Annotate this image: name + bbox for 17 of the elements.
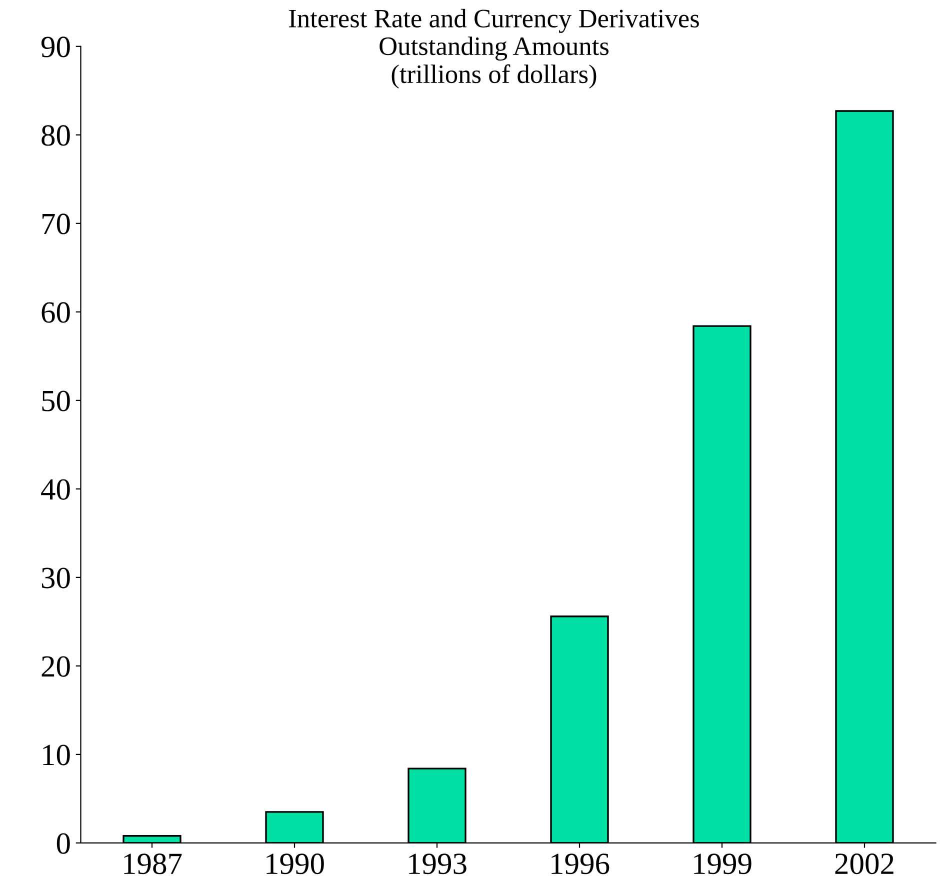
y-tick-label: 90 [41,36,70,58]
x-tick-label: 1993 [409,854,466,874]
y-tick-label: 50 [42,390,70,412]
y-tick-label: 30 [42,568,70,588]
x-tick-label: 1999 [694,854,752,874]
y-tick-label: 60 [42,302,70,323]
x-tick-label: 1987 [124,854,182,874]
x-tick-label: 2002 [835,854,894,874]
y-tick-label: 0 [56,833,70,854]
chart-title: Interest Rate and Currency Derivatives Outstanding Amounts (trillions of dollars) [289,8,699,89]
y-tick-label: 40 [41,479,70,500]
y-tick-label: 70 [42,214,70,234]
x-tick-label: 1996 [552,854,610,874]
y-tick-label: 10 [43,744,70,766]
x-tick-label: 1990 [266,854,324,874]
y-tick-label: 80 [42,125,70,146]
y-tick-label: 20 [42,656,70,677]
